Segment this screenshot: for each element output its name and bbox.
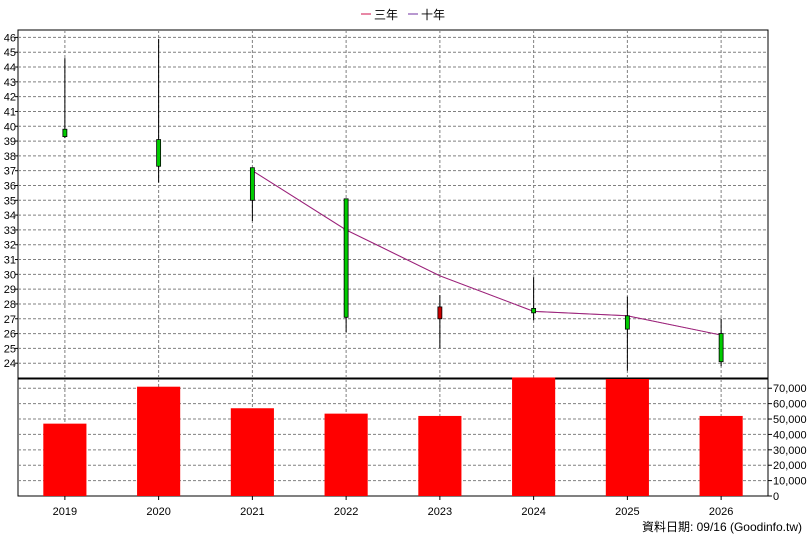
- x-tick-label: 2023: [428, 506, 452, 518]
- price-tick-label: 36: [4, 180, 16, 192]
- candle-body: [624, 315, 630, 330]
- x-tick-label: 2025: [615, 506, 639, 518]
- candle-body: [62, 128, 68, 138]
- price-tick-label: 44: [4, 62, 16, 74]
- volume-bar: [605, 379, 649, 496]
- volume-bar: [43, 423, 87, 496]
- price-tick-label: 31: [4, 255, 16, 267]
- volume-tick-label: 50,000: [773, 414, 807, 426]
- x-tick-label: 2021: [240, 506, 264, 518]
- price-tick-label: 27: [4, 314, 16, 326]
- x-tick-label: 2026: [709, 506, 733, 518]
- volume-tick-label: 40,000: [773, 429, 807, 441]
- price-tick-label: 26: [4, 329, 16, 341]
- volume-plot-frame: [17, 378, 769, 497]
- volume-bar: [418, 415, 462, 496]
- price-tick-label: 38: [4, 151, 16, 163]
- candle-body: [531, 307, 537, 314]
- price-tick-label: 30: [4, 269, 16, 281]
- volume-tick-label: 30,000: [773, 445, 807, 457]
- x-tick-label: 2024: [521, 506, 545, 518]
- x-tick-label: 2022: [334, 506, 358, 518]
- price-tick-label: 42: [4, 92, 16, 104]
- volume-bar: [699, 415, 743, 496]
- price-tick-label: 41: [4, 106, 16, 118]
- legend-label-three-year: 三年: [374, 8, 398, 22]
- price-tick-label: 43: [4, 77, 16, 89]
- legend-label-ten-year: 十年: [421, 8, 445, 22]
- volume-bar: [230, 408, 274, 496]
- price-tick-label: 39: [4, 136, 16, 148]
- price-tick-label: 46: [4, 32, 16, 44]
- candle-body: [249, 167, 255, 201]
- volume-tick-label: 0: [773, 491, 779, 503]
- price-tick-label: 35: [4, 195, 16, 207]
- price-tick-label: 24: [4, 358, 16, 370]
- price-tick-label: 33: [4, 225, 16, 237]
- price-plot-frame: [17, 29, 769, 379]
- price-tick-label: 45: [4, 47, 16, 59]
- volume-bar: [137, 386, 181, 496]
- volume-tick-label: 60,000: [773, 399, 807, 411]
- price-tick-label: 28: [4, 299, 16, 311]
- candle-body: [156, 139, 162, 167]
- price-tick-label: 40: [4, 121, 16, 133]
- volume-bar: [324, 413, 368, 496]
- candle-body: [343, 198, 349, 318]
- data-date-footer: 資料日期: 09/16 (Goodinfo.tw): [642, 520, 802, 534]
- ma-line-ten-year: [252, 170, 722, 336]
- price-tick-label: 37: [4, 166, 16, 178]
- candle-body: [718, 333, 724, 363]
- candle-body: [437, 306, 443, 320]
- x-tick-label: 2020: [146, 506, 170, 518]
- x-tick-label: 2019: [53, 506, 77, 518]
- volume-tick-label: 10,000: [773, 476, 807, 488]
- price-tick-label: 29: [4, 284, 16, 296]
- price-tick-label: 25: [4, 343, 16, 355]
- price-tick-label: 32: [4, 240, 16, 252]
- price-tick-label: 34: [4, 210, 16, 222]
- volume-tick-label: 70,000: [773, 383, 807, 395]
- volume-tick-label: 20,000: [773, 460, 807, 472]
- volume-bar: [512, 377, 556, 496]
